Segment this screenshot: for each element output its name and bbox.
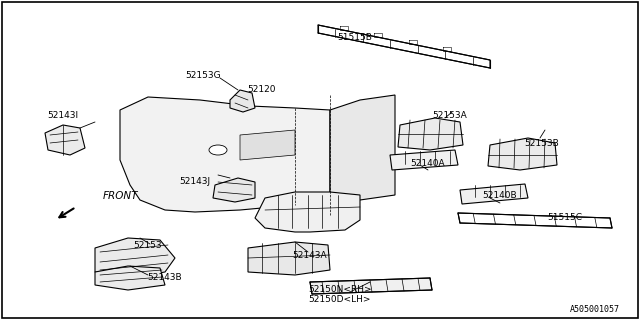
Text: 52143B: 52143B: [148, 274, 182, 283]
Polygon shape: [318, 25, 490, 68]
Text: 52153A: 52153A: [433, 110, 467, 119]
Polygon shape: [488, 138, 557, 170]
Text: A505001057: A505001057: [570, 306, 620, 315]
Text: 52140B: 52140B: [483, 190, 517, 199]
Text: 52143J: 52143J: [179, 178, 211, 187]
Text: FRONT: FRONT: [103, 191, 138, 201]
Polygon shape: [390, 150, 458, 170]
Polygon shape: [95, 266, 165, 290]
Polygon shape: [240, 130, 295, 160]
Polygon shape: [310, 278, 432, 294]
Text: 52120: 52120: [248, 85, 276, 94]
Text: 52153B: 52153B: [525, 139, 559, 148]
Polygon shape: [248, 242, 330, 275]
Text: 52153: 52153: [134, 241, 163, 250]
Text: 52143I: 52143I: [47, 110, 79, 119]
Polygon shape: [95, 238, 175, 278]
Text: 52150N<RH>: 52150N<RH>: [308, 285, 372, 294]
Text: 51515C: 51515C: [547, 213, 582, 222]
Polygon shape: [213, 178, 255, 202]
Polygon shape: [230, 90, 255, 112]
Text: 52150D<LH>: 52150D<LH>: [308, 295, 371, 305]
Polygon shape: [398, 118, 463, 150]
Ellipse shape: [209, 145, 227, 155]
Text: 52143A: 52143A: [292, 251, 327, 260]
Text: 52153G: 52153G: [185, 70, 221, 79]
Text: 51515B: 51515B: [337, 34, 372, 43]
Polygon shape: [120, 97, 330, 212]
Polygon shape: [330, 95, 395, 200]
Polygon shape: [460, 184, 528, 204]
Text: 52140A: 52140A: [411, 158, 445, 167]
Polygon shape: [255, 192, 360, 232]
Polygon shape: [458, 213, 612, 228]
Polygon shape: [45, 125, 85, 155]
